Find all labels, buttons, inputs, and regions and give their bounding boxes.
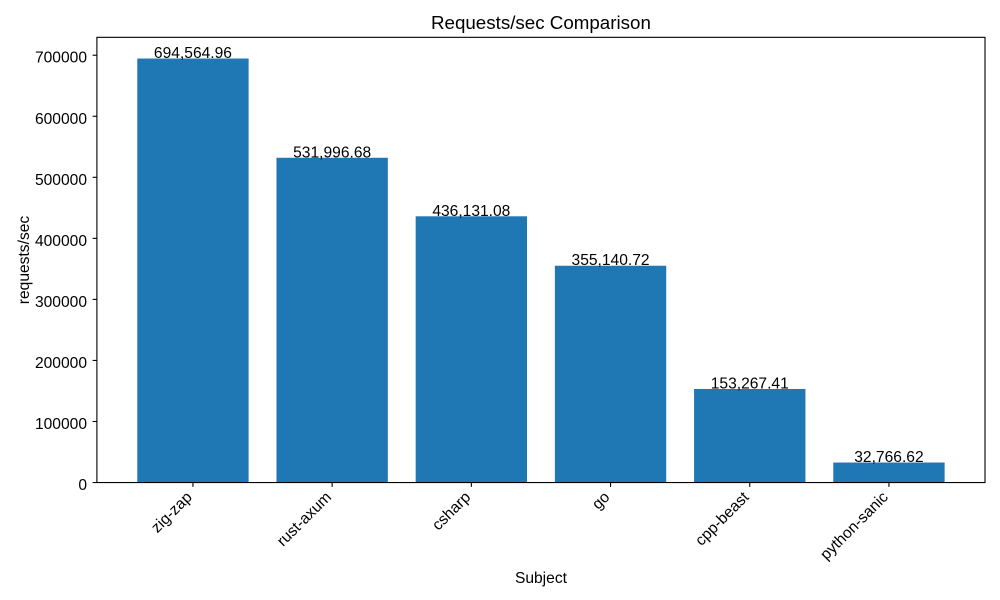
svg-text:rust-axum: rust-axum (274, 489, 335, 550)
svg-text:400000: 400000 (35, 233, 87, 250)
svg-text:requests/sec: requests/sec (16, 216, 33, 305)
svg-text:32,766.62: 32,766.62 (854, 449, 923, 466)
svg-text:100000: 100000 (35, 416, 87, 433)
svg-text:531,996.68: 531,996.68 (293, 144, 371, 161)
svg-text:Subject: Subject (515, 570, 568, 587)
svg-text:700000: 700000 (35, 50, 87, 67)
svg-text:python-sanic: python-sanic (817, 489, 892, 564)
svg-text:csharp: csharp (429, 489, 474, 534)
svg-text:355,140.72: 355,140.72 (572, 252, 650, 269)
svg-text:0: 0 (78, 477, 87, 494)
svg-text:600000: 600000 (35, 111, 87, 128)
svg-text:153,267.41: 153,267.41 (711, 375, 789, 392)
svg-text:500000: 500000 (35, 172, 87, 189)
svg-text:cpp-beast: cpp-beast (692, 488, 753, 549)
svg-text:200000: 200000 (35, 355, 87, 372)
svg-text:300000: 300000 (35, 294, 87, 311)
svg-text:436,131.08: 436,131.08 (432, 203, 510, 220)
svg-text:694,564.96: 694,564.96 (154, 45, 232, 62)
svg-text:Requests/sec Comparison: Requests/sec Comparison (431, 12, 651, 33)
svg-text:zig-zap: zig-zap (148, 489, 196, 537)
svg-text:go: go (589, 489, 614, 514)
